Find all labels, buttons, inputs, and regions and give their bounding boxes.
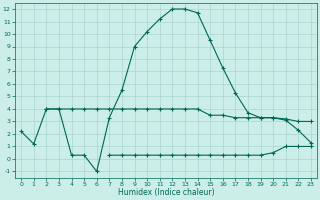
X-axis label: Humidex (Indice chaleur): Humidex (Indice chaleur) — [118, 188, 214, 197]
